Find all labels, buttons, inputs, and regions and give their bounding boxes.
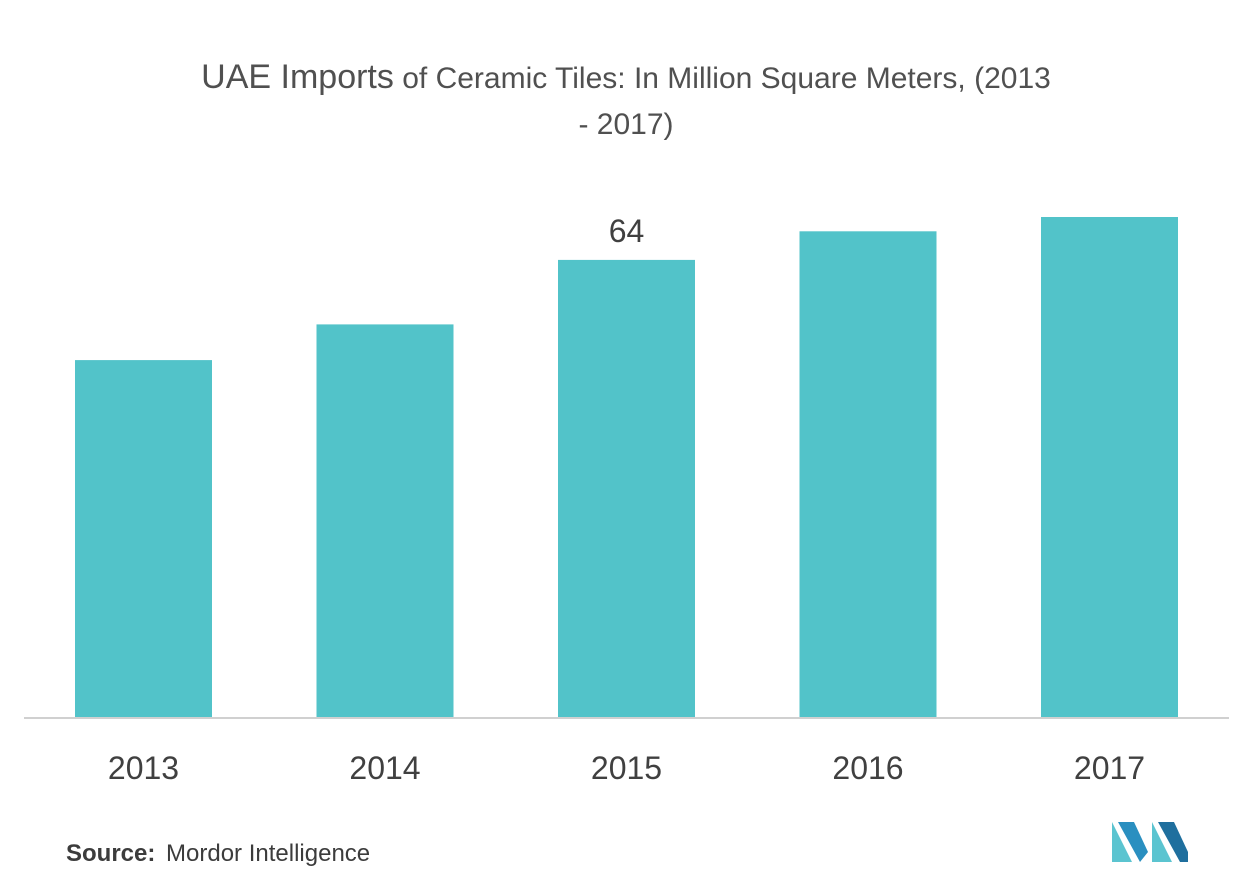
x-tick-label-2015: 2015 (591, 750, 662, 786)
bar-2015 (558, 259, 695, 718)
source-note: Source: Mordor Intelligence (66, 840, 370, 868)
chart-title-line-2: - 2017) (578, 108, 673, 141)
x-tick-label-2017: 2017 (1074, 750, 1145, 786)
bar-2014 (316, 324, 454, 718)
source-label: Source: (66, 840, 156, 867)
x-tick-label-2014: 2014 (349, 750, 420, 786)
bar-2013 (75, 360, 212, 718)
data-labels-group: 64 (609, 213, 645, 249)
x-axis-tick-labels: 2013 2014 2015 2016 2017 (108, 750, 1145, 786)
chart-title-lead: UAE Imports (201, 58, 394, 96)
source-text: Mordor Intelligence (166, 840, 371, 867)
logo-shape-middle-right (1152, 822, 1172, 862)
logo-shape-middle-left (1118, 822, 1148, 862)
data-label-2015: 64 (609, 213, 645, 249)
chart-title-line-1: UAE Imports of Ceramic Tiles: In Million… (201, 58, 1051, 96)
x-tick-label-2016: 2016 (832, 750, 903, 786)
bar-2017 (1041, 217, 1178, 718)
bar-2016 (799, 231, 937, 719)
x-tick-label-2013: 2013 (108, 750, 179, 786)
logo-shape-left (1112, 822, 1132, 862)
logo-shape-right (1158, 822, 1188, 862)
bars-group (75, 217, 1178, 719)
chart-title-rest: of Ceramic Tiles: In Million Square Mete… (394, 62, 1051, 95)
mordor-intelligence-logo-icon (1112, 822, 1188, 862)
